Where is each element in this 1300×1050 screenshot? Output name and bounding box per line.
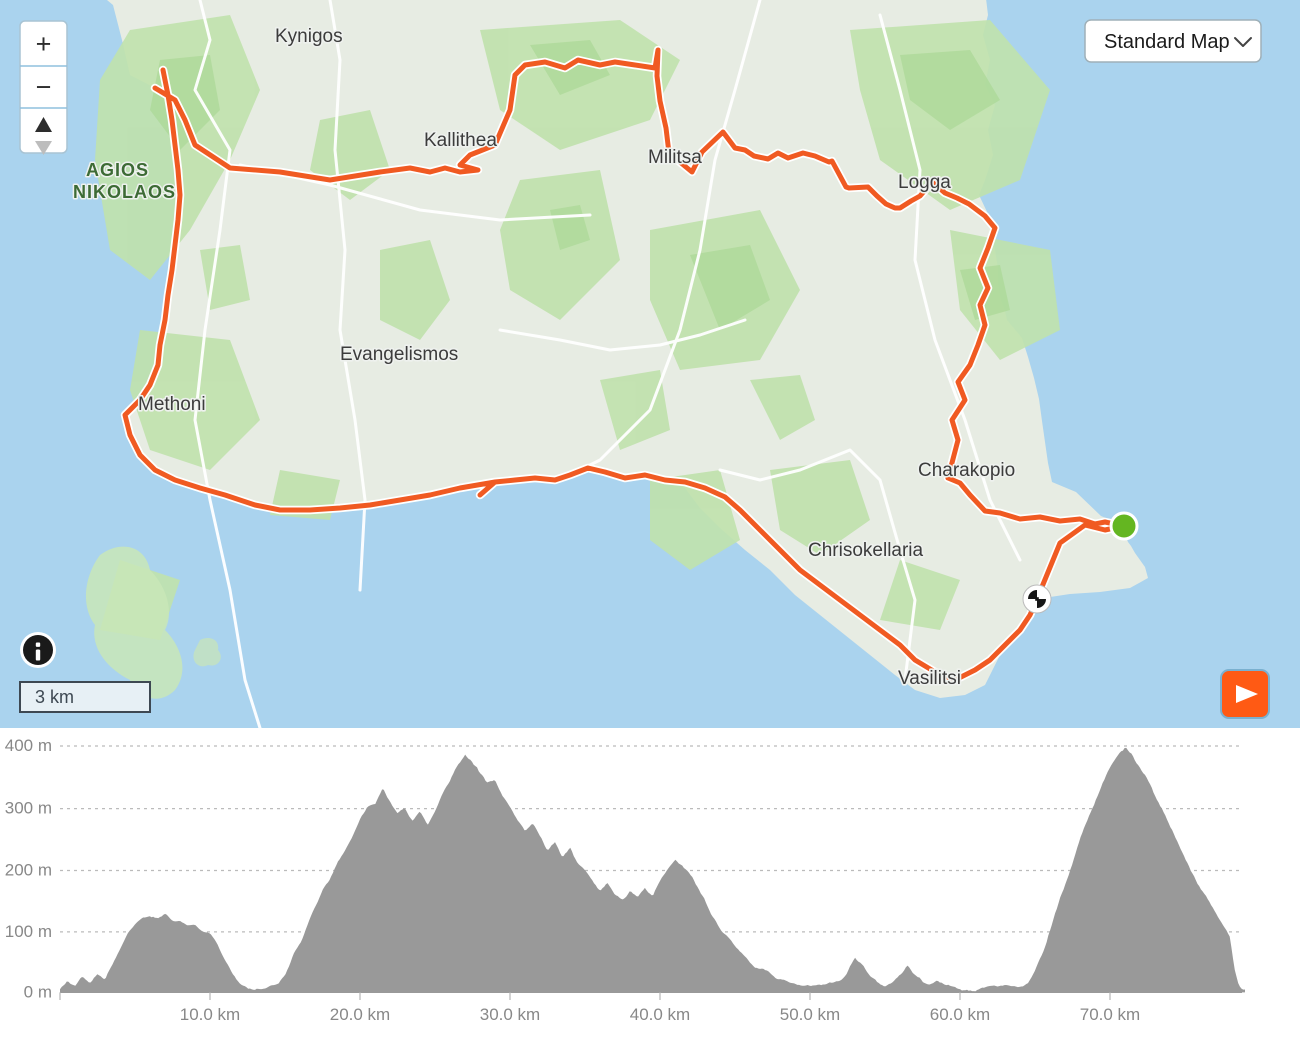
svg-text:60.0 km: 60.0 km [930, 1005, 990, 1024]
svg-text:NIKOLAOS: NIKOLAOS [73, 182, 176, 202]
svg-text:Charakopio: Charakopio [918, 460, 1015, 481]
svg-text:Standard Map: Standard Map [1104, 31, 1230, 53]
svg-text:Militsa: Militsa [648, 147, 702, 168]
svg-text:20.0 km: 20.0 km [330, 1005, 390, 1024]
svg-text:Logga: Logga [898, 172, 951, 193]
svg-text:+: + [36, 29, 52, 59]
svg-text:Methoni: Methoni [138, 394, 206, 415]
svg-text:100 m: 100 m [5, 922, 52, 941]
svg-text:70.0 km: 70.0 km [1080, 1005, 1140, 1024]
svg-text:30.0 km: 30.0 km [480, 1005, 540, 1024]
svg-text:3 km: 3 km [35, 687, 74, 707]
svg-text:400 m: 400 m [5, 736, 52, 755]
svg-text:−: − [36, 72, 52, 102]
svg-text:Kallithea: Kallithea [424, 130, 497, 151]
svg-text:200 m: 200 m [5, 861, 52, 880]
svg-text:50.0 km: 50.0 km [780, 1005, 840, 1024]
svg-text:AGIOS: AGIOS [86, 160, 149, 180]
svg-text:300 m: 300 m [5, 799, 52, 818]
svg-text:Vasilitsi: Vasilitsi [898, 668, 961, 689]
svg-text:10.0 km: 10.0 km [180, 1005, 240, 1024]
svg-text:Chrisokellaria: Chrisokellaria [808, 540, 924, 561]
svg-text:Kynigos: Kynigos [275, 26, 343, 47]
svg-text:Evangelismos: Evangelismos [340, 344, 458, 365]
svg-text:40.0 km: 40.0 km [630, 1005, 690, 1024]
svg-text:0 m: 0 m [24, 982, 52, 1001]
